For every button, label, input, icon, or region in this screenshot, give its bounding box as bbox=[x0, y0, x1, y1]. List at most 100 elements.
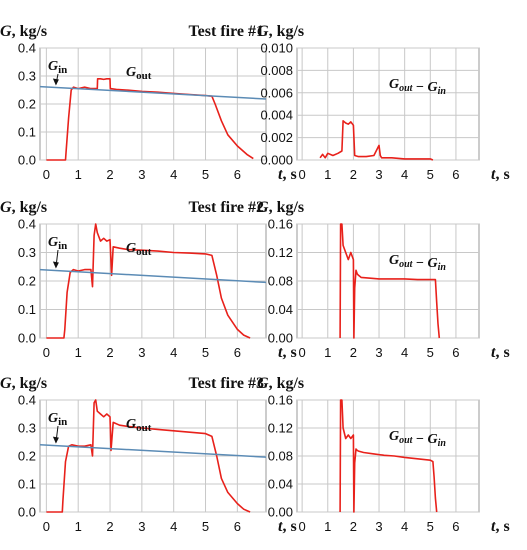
y-tick-label: 0.16 bbox=[268, 393, 293, 408]
x-tick-label: 3 bbox=[375, 519, 382, 534]
x-axis-label: t, s bbox=[278, 518, 297, 535]
y-tick-label: 0.004 bbox=[260, 108, 293, 123]
x-tick-label: 6 bbox=[234, 167, 241, 182]
annotation-g-in: Gin bbox=[48, 411, 67, 428]
y-tick-label: 0.00 bbox=[268, 331, 293, 346]
series-line-goutgin bbox=[319, 120, 434, 161]
chart-panel-1: 0.0 0.1 0.2 0.3 0.4 0 1 2 3 4 5 6 G, kg/s t, s Test fi… bbox=[0, 23, 297, 183]
y-tick-label: 0.00 bbox=[268, 505, 293, 520]
y-axis-label: G, kg/s bbox=[257, 23, 304, 40]
x-tick-label: 1 bbox=[324, 167, 331, 182]
series-line-goutgin bbox=[339, 223, 441, 339]
x-tick-label: 5 bbox=[202, 345, 209, 360]
x-tick-label: 0 bbox=[43, 167, 50, 182]
x-axis-label: t, s bbox=[491, 518, 510, 535]
x-tick-label: 4 bbox=[170, 167, 177, 182]
chart-title: Test fire #3 bbox=[188, 375, 264, 392]
y-tick-label: 0.04 bbox=[268, 302, 293, 317]
plot-area bbox=[296, 47, 480, 161]
x-tick-label: 1 bbox=[75, 345, 82, 360]
y-tick-label: 0.2 bbox=[18, 97, 36, 112]
y-tick-label: 0.3 bbox=[18, 69, 36, 84]
x-tick-label: 5 bbox=[202, 519, 209, 534]
y-tick-label: 0.08 bbox=[268, 274, 293, 289]
y-tick-label: 0.4 bbox=[18, 393, 36, 408]
x-tick-label: 2 bbox=[106, 345, 113, 360]
chart-panel-3: 0.0 0.1 0.2 0.3 0.4 0 1 2 3 4 5 6 G, kg/s t, s Test fi… bbox=[0, 199, 297, 361]
x-axis-label: t, s bbox=[491, 344, 510, 361]
y-tick-label: 0.0 bbox=[18, 505, 36, 520]
x-tick-label: 4 bbox=[401, 519, 408, 534]
y-tick-label: 0.12 bbox=[268, 245, 293, 260]
y-axis-label: G, kg/s bbox=[257, 375, 304, 392]
annotation-g-out: Gout bbox=[126, 417, 152, 434]
y-tick-label: 0.04 bbox=[268, 477, 293, 492]
x-tick-label: 5 bbox=[427, 519, 434, 534]
series-line-gout bbox=[46, 399, 251, 513]
y-axis-label: G, kg/s bbox=[257, 199, 304, 216]
x-tick-label: 2 bbox=[350, 167, 357, 182]
x-tick-label: 6 bbox=[234, 345, 241, 360]
y-axis-label: G, kg/s bbox=[0, 375, 47, 392]
annotation-difference: Gout − Gin bbox=[389, 429, 446, 449]
series-line-gin bbox=[39, 85, 267, 100]
annotation-difference: Gout − Gin bbox=[389, 77, 446, 97]
y-tick-label: 0.12 bbox=[268, 421, 293, 436]
y-tick-label: 0.000 bbox=[260, 153, 293, 168]
arrow-head bbox=[52, 436, 59, 444]
series-line-gin bbox=[39, 268, 267, 284]
x-tick-label: 2 bbox=[350, 519, 357, 534]
x-tick-label: 6 bbox=[452, 167, 459, 182]
x-tick-label: 3 bbox=[375, 167, 382, 182]
y-tick-label: 0.2 bbox=[18, 449, 36, 464]
y-tick-label: 0.002 bbox=[260, 130, 293, 145]
x-tick-label: 4 bbox=[401, 167, 408, 182]
x-tick-label: 6 bbox=[452, 519, 459, 534]
x-tick-label: 3 bbox=[138, 519, 145, 534]
y-tick-label: 0.1 bbox=[18, 125, 36, 140]
x-tick-label: 4 bbox=[170, 519, 177, 534]
y-tick-label: 0.1 bbox=[18, 477, 36, 492]
chart-panel-4: 0.00 0.04 0.08 0.12 0.16 0 1 2 3 4 5 6 G, kg/s t, s Go… bbox=[257, 199, 510, 361]
x-tick-label: 0 bbox=[299, 519, 306, 534]
chart-panel-5: 0.0 0.1 0.2 0.3 0.4 0 1 2 3 4 5 6 G, kg/s t, s Test fi… bbox=[0, 375, 297, 535]
x-tick-label: 1 bbox=[75, 519, 82, 534]
arrow-head bbox=[52, 78, 59, 86]
y-tick-label: 0.4 bbox=[18, 217, 36, 232]
y-tick-label: 0.008 bbox=[260, 63, 293, 78]
x-tick-label: 5 bbox=[427, 167, 434, 182]
annotation-g-out: Gout bbox=[126, 65, 152, 82]
series-line-gout bbox=[46, 223, 251, 339]
x-tick-label: 0 bbox=[299, 345, 306, 360]
x-tick-label: 0 bbox=[299, 167, 306, 182]
y-tick-label: 0.3 bbox=[18, 245, 36, 260]
y-tick-label: 0.3 bbox=[18, 421, 36, 436]
y-tick-label: 0.006 bbox=[260, 85, 293, 100]
x-tick-label: 3 bbox=[375, 345, 382, 360]
x-axis-label: t, s bbox=[278, 344, 297, 361]
x-tick-label: 2 bbox=[350, 345, 357, 360]
x-tick-label: 5 bbox=[202, 167, 209, 182]
x-tick-label: 0 bbox=[43, 345, 50, 360]
x-tick-label: 4 bbox=[170, 345, 177, 360]
y-tick-label: 0.16 bbox=[268, 217, 293, 232]
series-line-gin bbox=[39, 444, 267, 458]
x-tick-label: 1 bbox=[75, 167, 82, 182]
annotation-g-in: Gin bbox=[48, 235, 67, 252]
y-tick-label: 0.1 bbox=[18, 302, 36, 317]
y-tick-label: 0.08 bbox=[268, 449, 293, 464]
y-tick-label: 0.010 bbox=[260, 41, 293, 56]
x-tick-label: 1 bbox=[324, 519, 331, 534]
x-tick-label: 2 bbox=[106, 519, 113, 534]
annotation-difference: Gout − Gin bbox=[389, 253, 446, 273]
x-tick-label: 6 bbox=[234, 519, 241, 534]
x-tick-label: 5 bbox=[427, 345, 434, 360]
x-tick-label: 3 bbox=[138, 345, 145, 360]
x-axis-label: t, s bbox=[491, 166, 510, 183]
annotation-g-out: Gout bbox=[126, 241, 152, 258]
x-tick-label: 3 bbox=[138, 167, 145, 182]
arrow-head bbox=[52, 261, 59, 269]
y-axis-label: G, kg/s bbox=[0, 23, 47, 40]
series-line-goutgin bbox=[339, 399, 438, 513]
